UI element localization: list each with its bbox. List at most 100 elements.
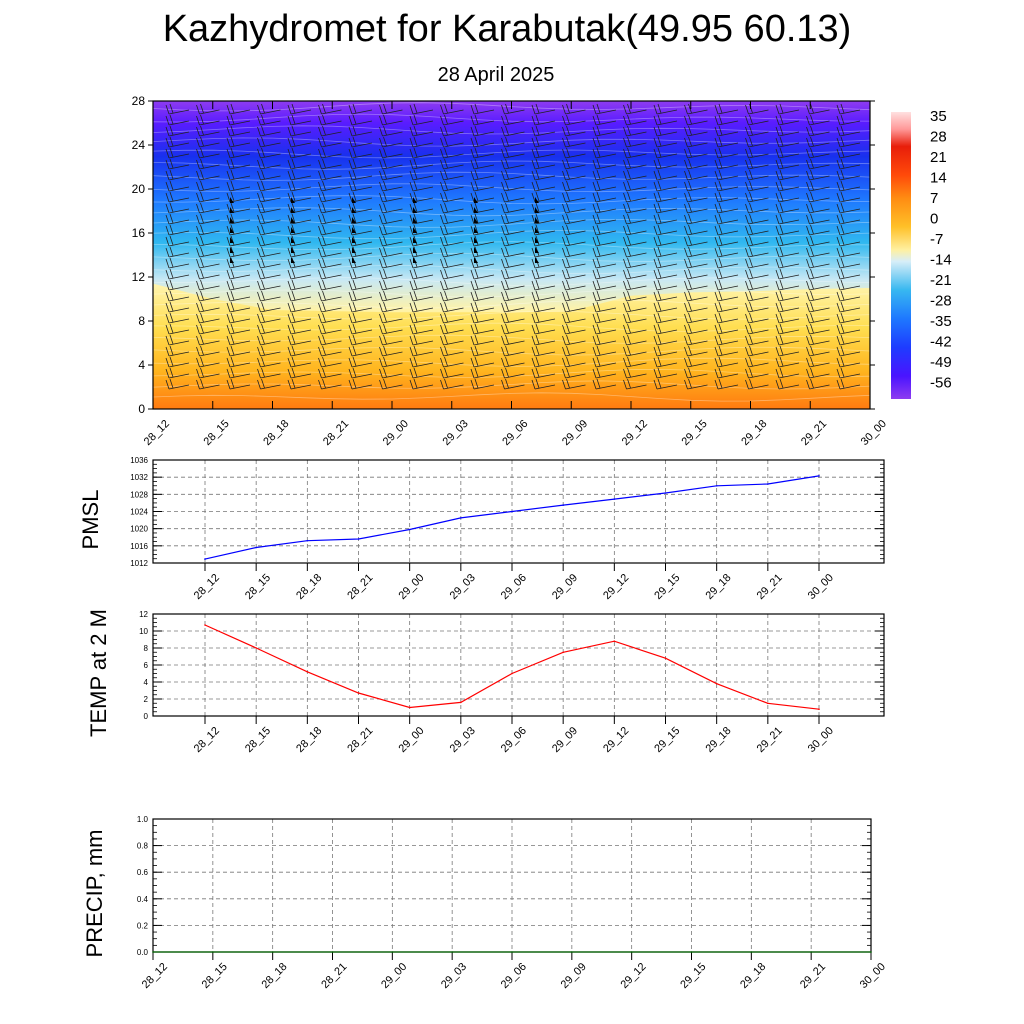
wind-barb-shaft <box>626 153 647 159</box>
wind-barb-feather <box>196 192 200 203</box>
wind-barb-feather <box>165 335 170 346</box>
wind-barb-shaft <box>351 351 373 357</box>
wind-barb-feather <box>745 357 749 368</box>
wind-barb-feather <box>718 367 723 378</box>
wind-barb-shaft <box>199 263 220 269</box>
wind-barb-shaft <box>473 373 495 379</box>
wind-barb-shaft <box>687 252 708 258</box>
y-tick-label: 20 <box>132 182 146 196</box>
wind-barb-feather <box>684 159 688 170</box>
wind-barb-feather <box>383 147 387 158</box>
wind-barb-shaft <box>565 175 586 181</box>
wind-barb-feather <box>718 224 723 235</box>
wind-barb-feather <box>383 114 387 125</box>
wind-barb-shaft <box>809 296 830 302</box>
wind-barb-shaft <box>290 197 312 203</box>
y-tick-label: 28 <box>132 94 146 108</box>
wind-barb-feather <box>810 147 814 158</box>
wind-barb-shaft <box>229 120 251 126</box>
wind-barb-feather <box>413 367 418 378</box>
wind-barb-shaft <box>229 274 251 280</box>
wind-barb-feather <box>474 378 479 389</box>
wind-barb-shaft <box>748 263 769 269</box>
wind-barb-shaft <box>809 241 830 247</box>
wind-barb-pennant <box>352 237 356 243</box>
y-tick-label: 0.8 <box>137 842 149 851</box>
wind-barb-feather <box>318 214 322 225</box>
wind-barb-shaft <box>717 285 739 291</box>
wind-barb-shaft <box>351 340 373 346</box>
wind-barb-feather <box>257 258 261 269</box>
x-tick-label: 29_03 <box>448 572 478 602</box>
wind-barb-feather <box>684 170 688 181</box>
x-tick-label: 29_09 <box>550 725 580 755</box>
wind-barb-shaft <box>443 142 464 148</box>
wind-barb-shaft <box>382 329 403 335</box>
wind-barb-feather <box>501 159 505 170</box>
wind-barb-shaft <box>443 340 464 346</box>
wind-barb-feather <box>348 313 353 324</box>
wind-barb-feather <box>291 268 296 279</box>
x-tick-label: 28_15 <box>202 418 232 448</box>
wind-barb-feather <box>592 115 597 126</box>
data-point <box>152 951 154 953</box>
wind-barb-feather <box>230 290 235 301</box>
colorbar-label: 14 <box>930 170 947 187</box>
wind-barb-shaft <box>168 384 190 390</box>
wind-barb-shaft <box>595 109 617 115</box>
wind-barb-feather <box>840 279 845 290</box>
wind-barb-feather <box>291 147 296 158</box>
wind-barb-feather <box>684 236 688 247</box>
wind-barb-feather <box>840 158 845 169</box>
wind-barb-feather <box>592 258 597 269</box>
wind-barb-shaft <box>656 197 678 203</box>
wind-barb-feather <box>657 103 662 114</box>
wind-barb-feather <box>836 335 841 346</box>
wind-barb-feather <box>688 136 692 147</box>
wind-barb-feather <box>806 115 810 126</box>
wind-barb-feather <box>409 214 414 225</box>
wind-barb-feather <box>226 357 231 368</box>
data-point <box>511 510 513 513</box>
wind-barb-feather <box>409 115 414 126</box>
wind-barb-feather <box>840 136 845 147</box>
wind-barb-feather <box>657 180 662 191</box>
wind-barb-shaft <box>778 340 800 346</box>
wind-barb-feather <box>169 356 174 367</box>
wind-barb-feather <box>688 169 692 180</box>
wind-barb-feather <box>379 269 383 280</box>
wind-barb-feather <box>226 269 231 280</box>
wind-barb-shaft <box>595 351 617 357</box>
wind-barb-feather <box>566 103 570 114</box>
wind-barb-feather <box>596 180 601 191</box>
wind-barb-feather <box>409 258 414 269</box>
wind-barb-feather <box>165 214 170 225</box>
wind-barb-feather <box>505 191 509 202</box>
wind-barb-feather <box>840 345 845 356</box>
wind-barb-shaft <box>565 263 586 269</box>
wind-barb-feather <box>745 137 749 148</box>
wind-barb-feather <box>505 334 509 345</box>
wind-barb-feather <box>379 357 383 368</box>
wind-barb-feather <box>165 379 170 390</box>
wind-barb-feather <box>745 258 749 269</box>
wind-barb-feather <box>470 291 475 302</box>
wind-barb-feather <box>688 180 692 191</box>
wind-barb-feather <box>226 203 231 214</box>
wind-barb-feather <box>169 147 174 158</box>
wind-barb-shaft <box>412 197 434 203</box>
wind-barb-feather <box>196 170 200 181</box>
wind-barb-feather <box>684 181 688 192</box>
wind-barb-feather <box>383 125 387 136</box>
wind-barb-feather <box>501 170 505 181</box>
wind-barb-feather <box>566 334 570 345</box>
wind-barb-shaft <box>504 164 525 170</box>
wind-barb-feather <box>714 181 719 192</box>
wind-barb-feather <box>257 181 261 192</box>
wind-barb-feather <box>196 335 200 346</box>
wind-barb-shaft <box>656 153 678 159</box>
wind-barb-feather <box>657 356 662 367</box>
wind-barb-shaft <box>565 340 586 346</box>
wind-barb-feather <box>383 367 387 378</box>
wind-barb-feather <box>566 180 570 191</box>
